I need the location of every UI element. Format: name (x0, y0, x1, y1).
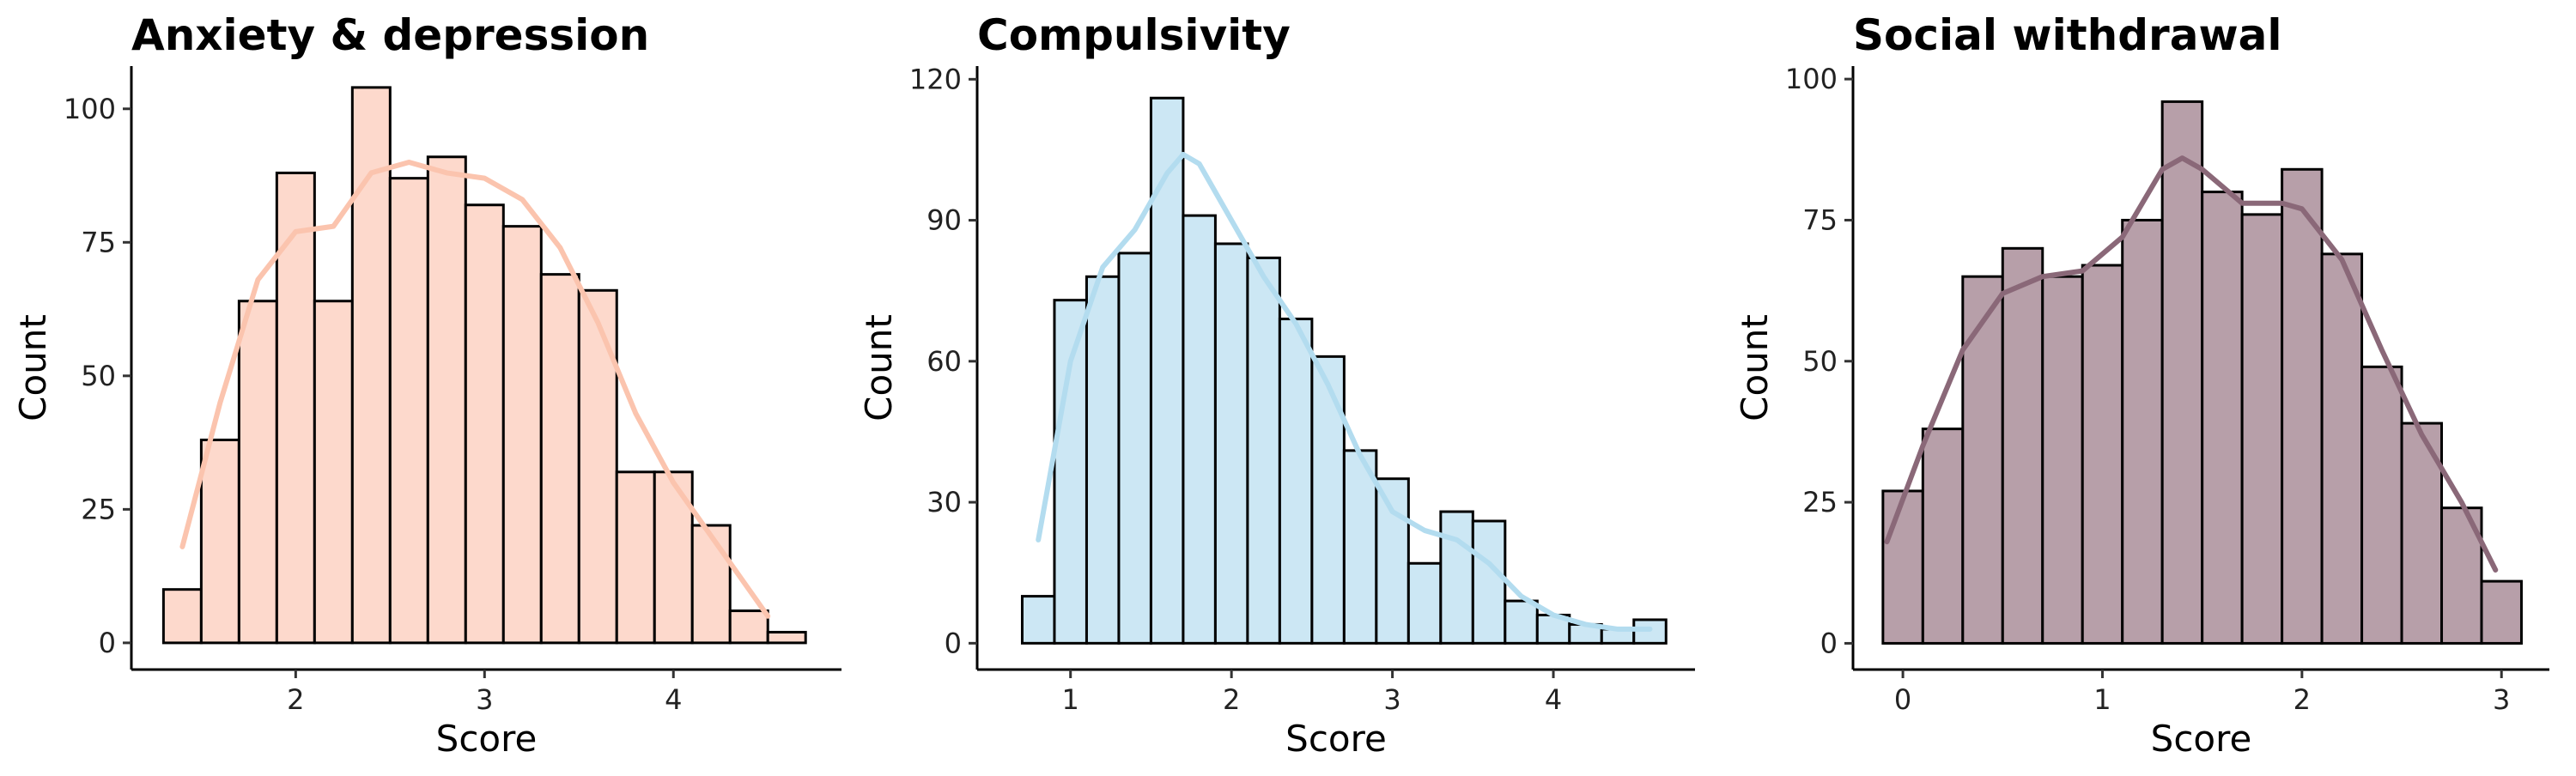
x-tick-label: 2 (2293, 683, 2311, 716)
bar (501, 225, 543, 645)
bar (350, 86, 392, 645)
y-tick-label: 30 (927, 486, 962, 518)
bar (1278, 318, 1314, 645)
bar (1310, 355, 1346, 645)
panel: 0 25 50 75 100 0 1 2 3 Social withdrawal Score Coun… (1734, 10, 2549, 760)
x-axis-label: Score (436, 718, 538, 760)
y-tick-label: 100 (64, 93, 116, 125)
bar (1375, 477, 1410, 645)
x-axis-label: Score (1285, 718, 1387, 760)
bar (2081, 264, 2124, 645)
bar (237, 300, 278, 645)
bar (2160, 100, 2204, 645)
y-tick-label: 120 (909, 63, 962, 95)
bar (2360, 365, 2403, 645)
bar (766, 630, 807, 645)
y-axis-label: Count (12, 314, 54, 421)
x-tick-label: 3 (476, 683, 493, 716)
x-tick-label: 1 (1062, 683, 1079, 716)
bar (539, 273, 580, 645)
bar (1881, 489, 1924, 645)
y-tick-label: 0 (1820, 627, 1838, 659)
x-tick-label: 4 (665, 683, 682, 716)
density-line (179, 159, 771, 619)
bar (1149, 96, 1185, 645)
x-tick-label: 4 (1545, 683, 1562, 716)
x-axis-label: Score (2151, 718, 2252, 760)
bar (1053, 299, 1088, 645)
x-tick-label: 2 (1223, 683, 1240, 716)
panel: 0 25 50 75 100 2 3 4 Anxiety & depression Score Co… (12, 10, 841, 760)
chart-title: Anxiety & depression (131, 10, 649, 60)
bar (2480, 579, 2523, 645)
chart-title: Social withdrawal (1853, 10, 2282, 60)
bar (1020, 595, 1056, 645)
bar (1406, 561, 1443, 645)
bar (161, 588, 203, 645)
y-tick-label: 100 (1785, 63, 1838, 95)
bar (1182, 214, 1217, 645)
bar (2041, 275, 2084, 645)
bar (313, 300, 354, 645)
bar (1084, 275, 1121, 645)
bar (2240, 213, 2284, 645)
bar (1439, 510, 1474, 645)
bar (2320, 252, 2364, 645)
x-tick-label: 1 (2093, 683, 2111, 716)
y-tick-label: 75 (81, 226, 116, 258)
bar (728, 609, 769, 645)
y-tick-label: 75 (1802, 203, 1838, 236)
x-tick-label: 3 (2493, 683, 2510, 716)
y-tick-label: 25 (81, 493, 116, 525)
density-line (1884, 155, 2499, 573)
y-tick-label: 0 (945, 627, 962, 659)
y-tick-label: 25 (1802, 486, 1838, 518)
bar (199, 438, 240, 645)
bar (1961, 275, 2004, 645)
y-axis-label: Count (858, 314, 900, 421)
y-tick-label: 0 (99, 627, 116, 659)
x-tick-label: 3 (1383, 683, 1400, 716)
bar (2281, 167, 2324, 645)
y-tick-label: 50 (81, 360, 116, 392)
y-tick-label: 90 (927, 204, 962, 237)
bar (690, 524, 732, 645)
bar (577, 288, 618, 645)
panel: 0 30 60 90 120 1 2 3 4 Compulsivity Score Count (858, 10, 1695, 760)
y-axis-label: Count (1734, 314, 1776, 421)
bar (275, 171, 316, 645)
bar (1921, 427, 1965, 645)
density-line (1036, 151, 1653, 632)
x-tick-label: 2 (287, 683, 304, 716)
bar (1246, 256, 1281, 645)
bar (615, 470, 656, 645)
bar (1504, 599, 1539, 645)
bar (464, 203, 505, 645)
bar (1471, 519, 1507, 645)
y-tick-label: 50 (1802, 345, 1838, 378)
bar (388, 177, 429, 645)
y-tick-label: 60 (927, 345, 962, 378)
bar (2201, 191, 2244, 645)
bar (2001, 246, 2044, 645)
bar (426, 155, 467, 645)
bar (1117, 252, 1152, 645)
chart-title: Compulsivity (977, 10, 1291, 60)
bar (2121, 218, 2164, 645)
x-tick-label: 0 (1894, 683, 1911, 716)
bar (1213, 242, 1249, 645)
